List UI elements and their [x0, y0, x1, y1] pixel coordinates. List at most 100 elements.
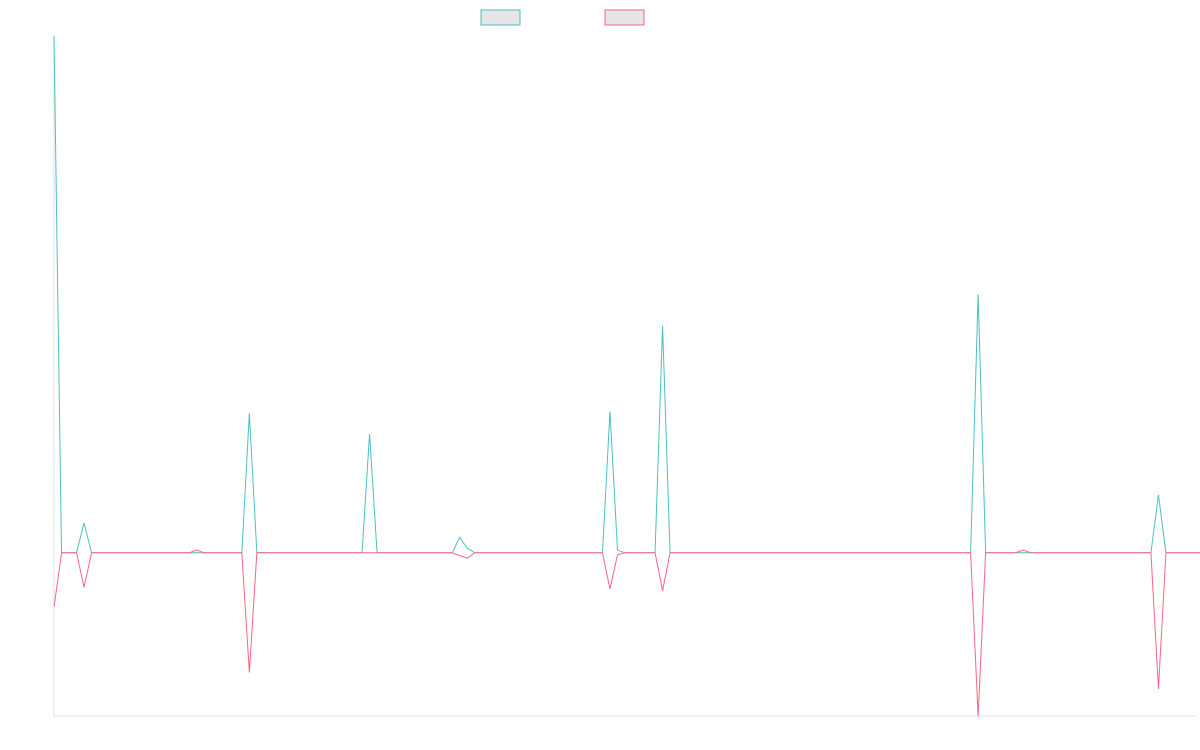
series-1-point[interactable] — [615, 548, 619, 552]
series-2-point[interactable] — [1074, 551, 1078, 555]
series-2-point[interactable] — [405, 551, 409, 555]
series-2-point[interactable] — [856, 551, 860, 555]
series-2-point[interactable] — [322, 551, 326, 555]
series-2-point[interactable] — [1014, 551, 1018, 555]
series-2-point[interactable] — [187, 551, 191, 555]
series-2-point[interactable] — [270, 551, 274, 555]
series-2-point[interactable] — [984, 551, 988, 555]
series-2-point[interactable] — [1089, 551, 1093, 555]
series-2-point[interactable] — [946, 551, 950, 555]
series-2-point[interactable] — [135, 551, 139, 555]
series-2-point[interactable] — [1111, 551, 1115, 555]
series-2-point[interactable] — [413, 551, 417, 555]
series-2-point[interactable] — [818, 551, 822, 555]
series-2-point[interactable] — [172, 551, 176, 555]
series-2-point[interactable] — [683, 551, 687, 555]
series-2-point[interactable] — [969, 551, 973, 555]
series-2-point[interactable] — [360, 551, 364, 555]
series-2-point[interactable] — [435, 551, 439, 555]
series-2-point[interactable] — [112, 551, 116, 555]
series-2-point[interactable] — [495, 551, 499, 555]
series-2-point[interactable] — [67, 551, 71, 555]
series-1-point[interactable] — [608, 409, 612, 413]
series-2-point[interactable] — [563, 551, 567, 555]
series-2-point[interactable] — [781, 551, 785, 555]
series-2-point[interactable] — [1186, 551, 1190, 555]
series-2-point[interactable] — [330, 551, 334, 555]
series-2-point[interactable] — [909, 551, 913, 555]
series-1-point[interactable] — [458, 535, 462, 539]
series-2-point[interactable] — [105, 551, 109, 555]
series-2-point[interactable] — [398, 551, 402, 555]
series-2-point[interactable] — [631, 551, 635, 555]
series-1-point[interactable] — [1156, 493, 1160, 497]
series-2-point[interactable] — [465, 556, 469, 560]
series-2-point[interactable] — [999, 551, 1003, 555]
series-2-point[interactable] — [916, 551, 920, 555]
series-2-point[interactable] — [578, 551, 582, 555]
series-2-point[interactable] — [60, 551, 64, 555]
series-2-point[interactable] — [736, 551, 740, 555]
series-2-point[interactable] — [841, 551, 845, 555]
series-2-point[interactable] — [848, 551, 852, 555]
series-2-point[interactable] — [811, 551, 815, 555]
series-2-point[interactable] — [518, 551, 522, 555]
series-2-point[interactable] — [232, 551, 236, 555]
series-2-point[interactable] — [758, 551, 762, 555]
series-2-point[interactable] — [510, 551, 514, 555]
series-2-point[interactable] — [180, 551, 184, 555]
series-2-point[interactable] — [383, 551, 387, 555]
series-2-point[interactable] — [638, 551, 642, 555]
series-2-point[interactable] — [443, 551, 447, 555]
series-1-point[interactable] — [661, 324, 665, 328]
series-2-point[interactable] — [525, 551, 529, 555]
series-2-point[interactable] — [751, 551, 755, 555]
series-2-point[interactable] — [300, 551, 304, 555]
series-2-point[interactable] — [217, 551, 221, 555]
series-2-point[interactable] — [871, 551, 875, 555]
series-2-point[interactable] — [1081, 551, 1085, 555]
legend-swatch-2[interactable] — [604, 9, 645, 26]
series-2-point[interactable] — [127, 551, 131, 555]
series-2-point[interactable] — [1051, 551, 1055, 555]
series-2-point[interactable] — [661, 589, 665, 593]
series-2-point[interactable] — [668, 551, 672, 555]
legend[interactable] — [480, 9, 645, 26]
series-2-point[interactable] — [766, 551, 770, 555]
series-2-point[interactable] — [285, 551, 289, 555]
series-1-point[interactable] — [976, 292, 980, 296]
series-2-point[interactable] — [292, 551, 296, 555]
series-2-point[interactable] — [540, 551, 544, 555]
series-2-point[interactable] — [976, 714, 980, 718]
series-2-point[interactable] — [52, 605, 56, 609]
series-2-point[interactable] — [863, 551, 867, 555]
series-2-point[interactable] — [788, 551, 792, 555]
series-2-point[interactable] — [75, 551, 79, 555]
series-2-point[interactable] — [307, 551, 311, 555]
series-2-point[interactable] — [1036, 551, 1040, 555]
series-2-point[interactable] — [240, 551, 244, 555]
series-2-point[interactable] — [345, 551, 349, 555]
series-2-point[interactable] — [924, 551, 928, 555]
series-2-point[interactable] — [338, 551, 342, 555]
series-2-point[interactable] — [82, 585, 86, 589]
series-1-point[interactable] — [465, 546, 469, 550]
series-2-point[interactable] — [262, 551, 266, 555]
series-2-point[interactable] — [548, 551, 552, 555]
series-2-point[interactable] — [375, 551, 379, 555]
series-2-point[interactable] — [796, 551, 800, 555]
series-2-point[interactable] — [458, 554, 462, 558]
series-2-point[interactable] — [533, 551, 537, 555]
series-2-point[interactable] — [450, 551, 454, 555]
series-2-point[interactable] — [954, 551, 958, 555]
series-2-point[interactable] — [961, 551, 965, 555]
series-2-point[interactable] — [315, 551, 319, 555]
series-2-point[interactable] — [728, 551, 732, 555]
series-2-point[interactable] — [150, 551, 154, 555]
series-2-point[interactable] — [1156, 687, 1160, 691]
series-2-point[interactable] — [1059, 551, 1063, 555]
series-2-point[interactable] — [743, 551, 747, 555]
series-2-point[interactable] — [1096, 551, 1100, 555]
series-2-point[interactable] — [698, 551, 702, 555]
series-2-point[interactable] — [1104, 551, 1108, 555]
